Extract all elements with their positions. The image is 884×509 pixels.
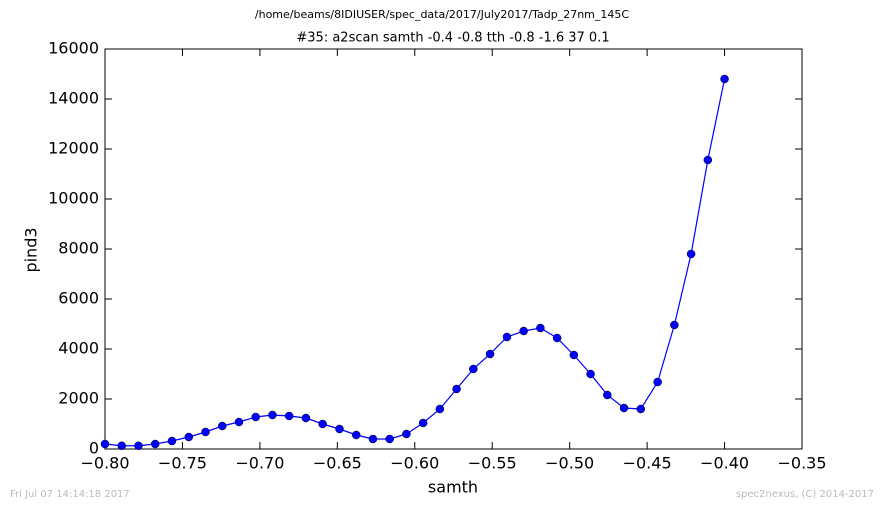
data-point	[502, 332, 512, 342]
data-point	[218, 421, 227, 431]
footer-date: Fri Jul 07 14:14:18 2017	[10, 489, 130, 500]
data-point	[117, 441, 126, 450]
y-tick-label: 16000	[48, 39, 99, 58]
data-point	[150, 439, 160, 449]
y-tick-label: 6000	[58, 289, 99, 308]
y-tick-label: 10000	[48, 189, 99, 208]
data-point	[452, 384, 461, 394]
data-point	[234, 417, 244, 427]
x-tick-label: −0.35	[777, 454, 826, 473]
y-tick-label: 14000	[48, 89, 99, 108]
data-point	[686, 249, 696, 259]
x-tick-label: −0.60	[390, 454, 439, 473]
data-point	[351, 430, 361, 440]
footer-credit: spec2nexus, (C) 2014-2017	[736, 489, 874, 500]
x-tick-label: −0.80	[80, 454, 129, 473]
data-point	[100, 439, 110, 449]
data-point	[569, 350, 579, 360]
y-tick-label: 8000	[58, 239, 99, 258]
data-point	[134, 441, 143, 450]
data-point	[284, 411, 294, 421]
data-point	[268, 410, 277, 420]
data-point	[603, 390, 612, 400]
x-axis-label: samth	[428, 478, 478, 497]
data-point	[469, 364, 478, 374]
data-point	[418, 418, 428, 428]
x-tick-label: −0.65	[313, 454, 362, 473]
chart-title: #35: a2scan samth -0.4 -0.8 tth -0.8 -1.…	[296, 31, 609, 46]
data-point	[251, 412, 260, 422]
data-point	[402, 429, 411, 439]
data-point	[586, 369, 595, 379]
y-tick-label: 4000	[58, 339, 99, 358]
data-point	[318, 419, 327, 429]
data-point	[552, 333, 562, 343]
data-point	[720, 74, 729, 84]
data-point	[368, 434, 378, 444]
data-point	[636, 404, 646, 414]
data-point	[435, 404, 445, 414]
data-point	[653, 377, 662, 387]
x-tick-label: −0.50	[545, 454, 594, 473]
x-tick-label: −0.75	[158, 454, 207, 473]
y-axis-label: pind3	[22, 227, 41, 272]
data-point	[703, 155, 713, 165]
data-point	[519, 326, 528, 336]
data-point	[619, 403, 629, 413]
x-tick-label: −0.55	[468, 454, 517, 473]
data-point	[536, 323, 545, 333]
chart-suptitle: /home/beams/8IDIUSER/spec_data/2017/July…	[255, 8, 630, 21]
data-point	[201, 427, 210, 437]
y-tick-label: 0	[89, 439, 99, 458]
data-point	[301, 413, 311, 423]
x-tick-label: −0.45	[623, 454, 672, 473]
data-point	[670, 320, 679, 330]
y-tick-label: 12000	[48, 139, 99, 158]
data-point	[485, 349, 495, 359]
data-point	[167, 436, 177, 446]
y-tick-label: 2000	[58, 389, 99, 408]
data-point	[385, 434, 394, 444]
data-point	[335, 424, 344, 434]
data-point	[184, 432, 194, 442]
x-tick-label: −0.40	[700, 454, 749, 473]
x-tick-label: −0.70	[235, 454, 284, 473]
